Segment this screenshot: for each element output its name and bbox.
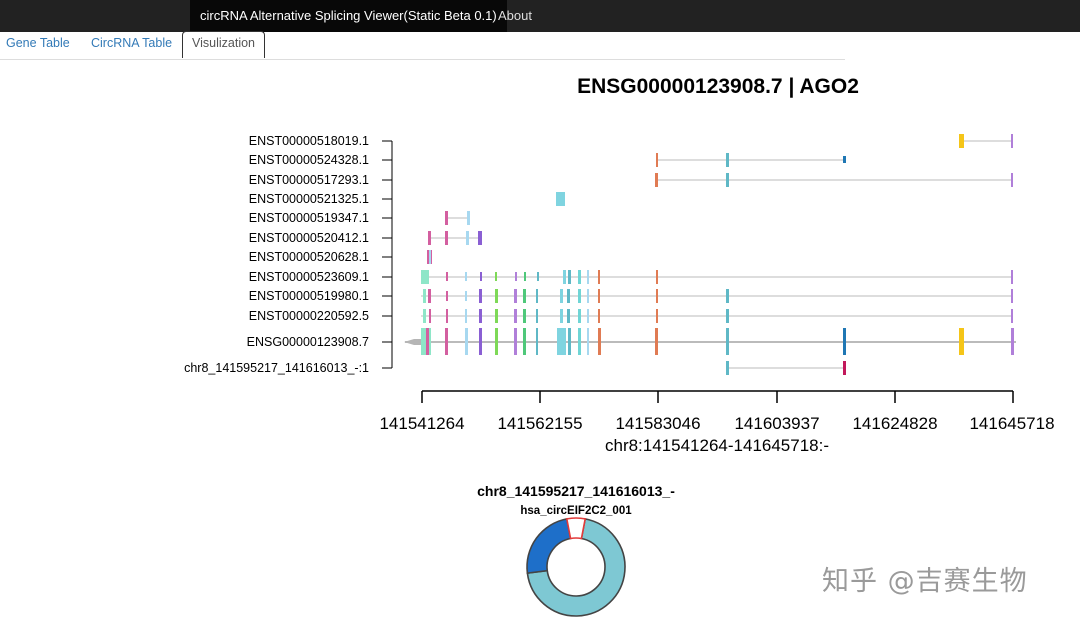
genomic-axis-label: chr8:141541264-141645718:- [605, 436, 829, 455]
track-label: ENST00000518019.1 [249, 134, 369, 148]
tab-visulization[interactable]: Visulization [182, 31, 266, 58]
nav-about-link[interactable]: About [498, 8, 532, 23]
tab-gene-table[interactable]: Gene Table [6, 36, 70, 50]
track-label: ENST00000521325.1 [249, 192, 369, 206]
track-label: ENST00000519980.1 [249, 289, 369, 303]
transcript-track [421, 270, 1013, 284]
navbar: circRNA Alternative Splicing Viewer(Stat… [0, 0, 1080, 32]
donut-chart [526, 517, 626, 617]
transcript-track [556, 192, 565, 206]
axis-tick-label: 141562155 [497, 414, 582, 433]
transcript-track [421, 309, 1013, 323]
axis-tick-label: 141624828 [852, 414, 937, 433]
axis-tick-label: 141583046 [615, 414, 700, 433]
axis-tick-label: 141603937 [734, 414, 819, 433]
track-axis [382, 140, 393, 369]
tab-circrna-table[interactable]: CircRNA Table [91, 36, 173, 50]
gene-track [404, 328, 1016, 355]
app-brand[interactable]: circRNA Alternative Splicing Viewer(Stat… [190, 0, 507, 32]
track-label: ENST00000523609.1 [249, 270, 369, 284]
donut-segment [526, 517, 572, 575]
donut-title: chr8_141595217_141616013_- [477, 483, 675, 499]
transcript-track [421, 289, 1013, 303]
track-label: ENST00000220592.5 [249, 309, 369, 323]
track-label: ENSG00000123908.7 [247, 335, 369, 349]
track-label: ENST00000520628.1 [249, 250, 369, 264]
track-label: chr8_141595217_141616013_-:1 [184, 361, 369, 375]
watermark: 知乎 @吉赛生物 [822, 566, 1028, 597]
transcript-track [428, 231, 482, 245]
track-labels: ENST00000518019.1 ENST00000524328.1 ENST… [184, 134, 369, 375]
axis-tick-label: 141645718 [969, 414, 1054, 433]
transcript-track [445, 211, 470, 225]
tab-bar: Gene Table CircRNA Table Visulization [0, 31, 845, 60]
transcript-track [959, 134, 1013, 148]
track-label: ENST00000519347.1 [249, 211, 369, 225]
transcript-tracks [404, 134, 1016, 375]
track-label: ENST00000524328.1 [249, 153, 369, 167]
genomic-axis-ticks: 141541264 141562155 141583046 141603937 … [379, 414, 1054, 433]
transcript-track [427, 250, 432, 264]
gene-plot-title: ENSG00000123908.7 | AGO2 [577, 75, 859, 98]
splicing-plot: ENSG00000123908.7 | AGO2 ENST00000518019… [184, 75, 1055, 617]
track-label: ENST00000517293.1 [249, 173, 369, 187]
axis-tick-label: 141541264 [379, 414, 464, 433]
track-label: ENST00000520412.1 [249, 231, 369, 245]
transcript-track [655, 173, 1013, 187]
donut-segment [526, 517, 626, 617]
transcript-track [656, 153, 846, 167]
donut-subtitle: hsa_circEIF2C2_001 [520, 505, 632, 517]
genomic-axis [421, 390, 1014, 403]
circrna-track [726, 361, 846, 375]
donut-segment [565, 517, 587, 540]
